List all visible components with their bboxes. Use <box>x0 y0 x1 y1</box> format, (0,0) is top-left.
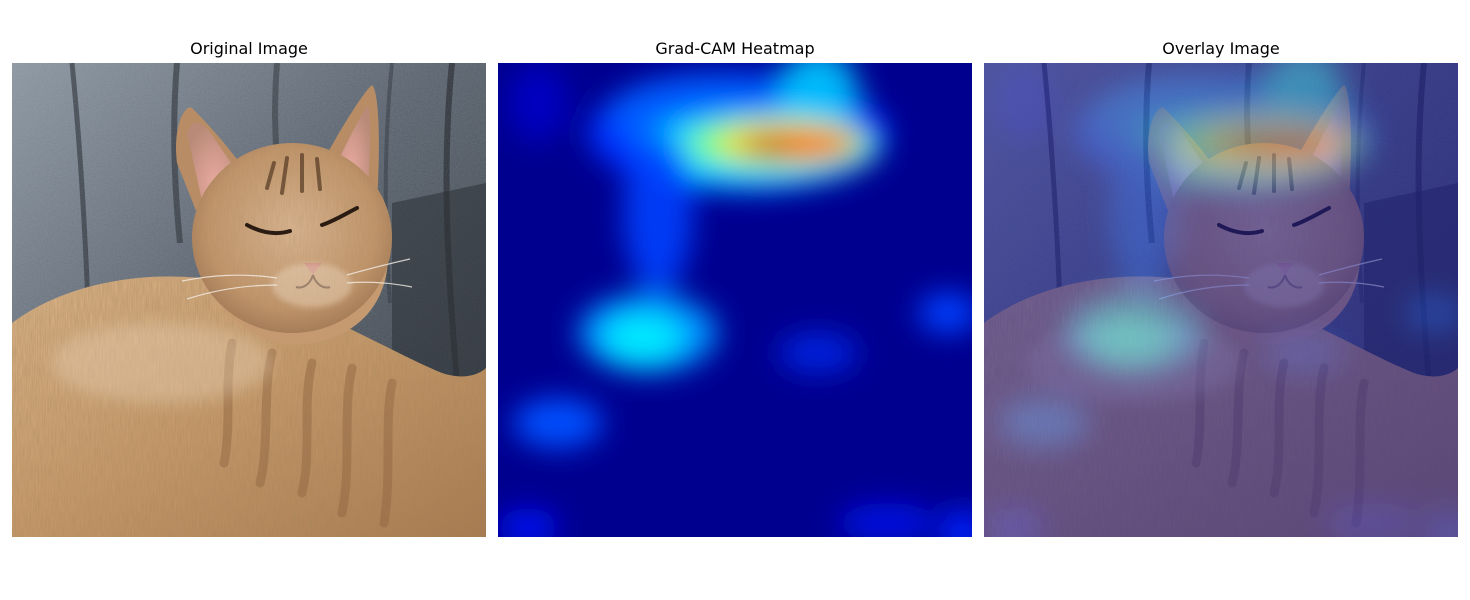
panel-overlay: Overlay Image <box>984 38 1458 537</box>
overlay-image <box>984 63 1458 537</box>
panel-title-heatmap: Grad-CAM Heatmap <box>655 39 815 58</box>
panel-title-overlay: Overlay Image <box>1162 39 1280 58</box>
original-cat-image <box>12 63 486 537</box>
gradcam-heatmap-image <box>498 63 972 537</box>
panel-original: Original Image <box>12 38 486 537</box>
panel-heatmap: Grad-CAM Heatmap <box>498 38 972 537</box>
panel-title-original: Original Image <box>190 39 308 58</box>
